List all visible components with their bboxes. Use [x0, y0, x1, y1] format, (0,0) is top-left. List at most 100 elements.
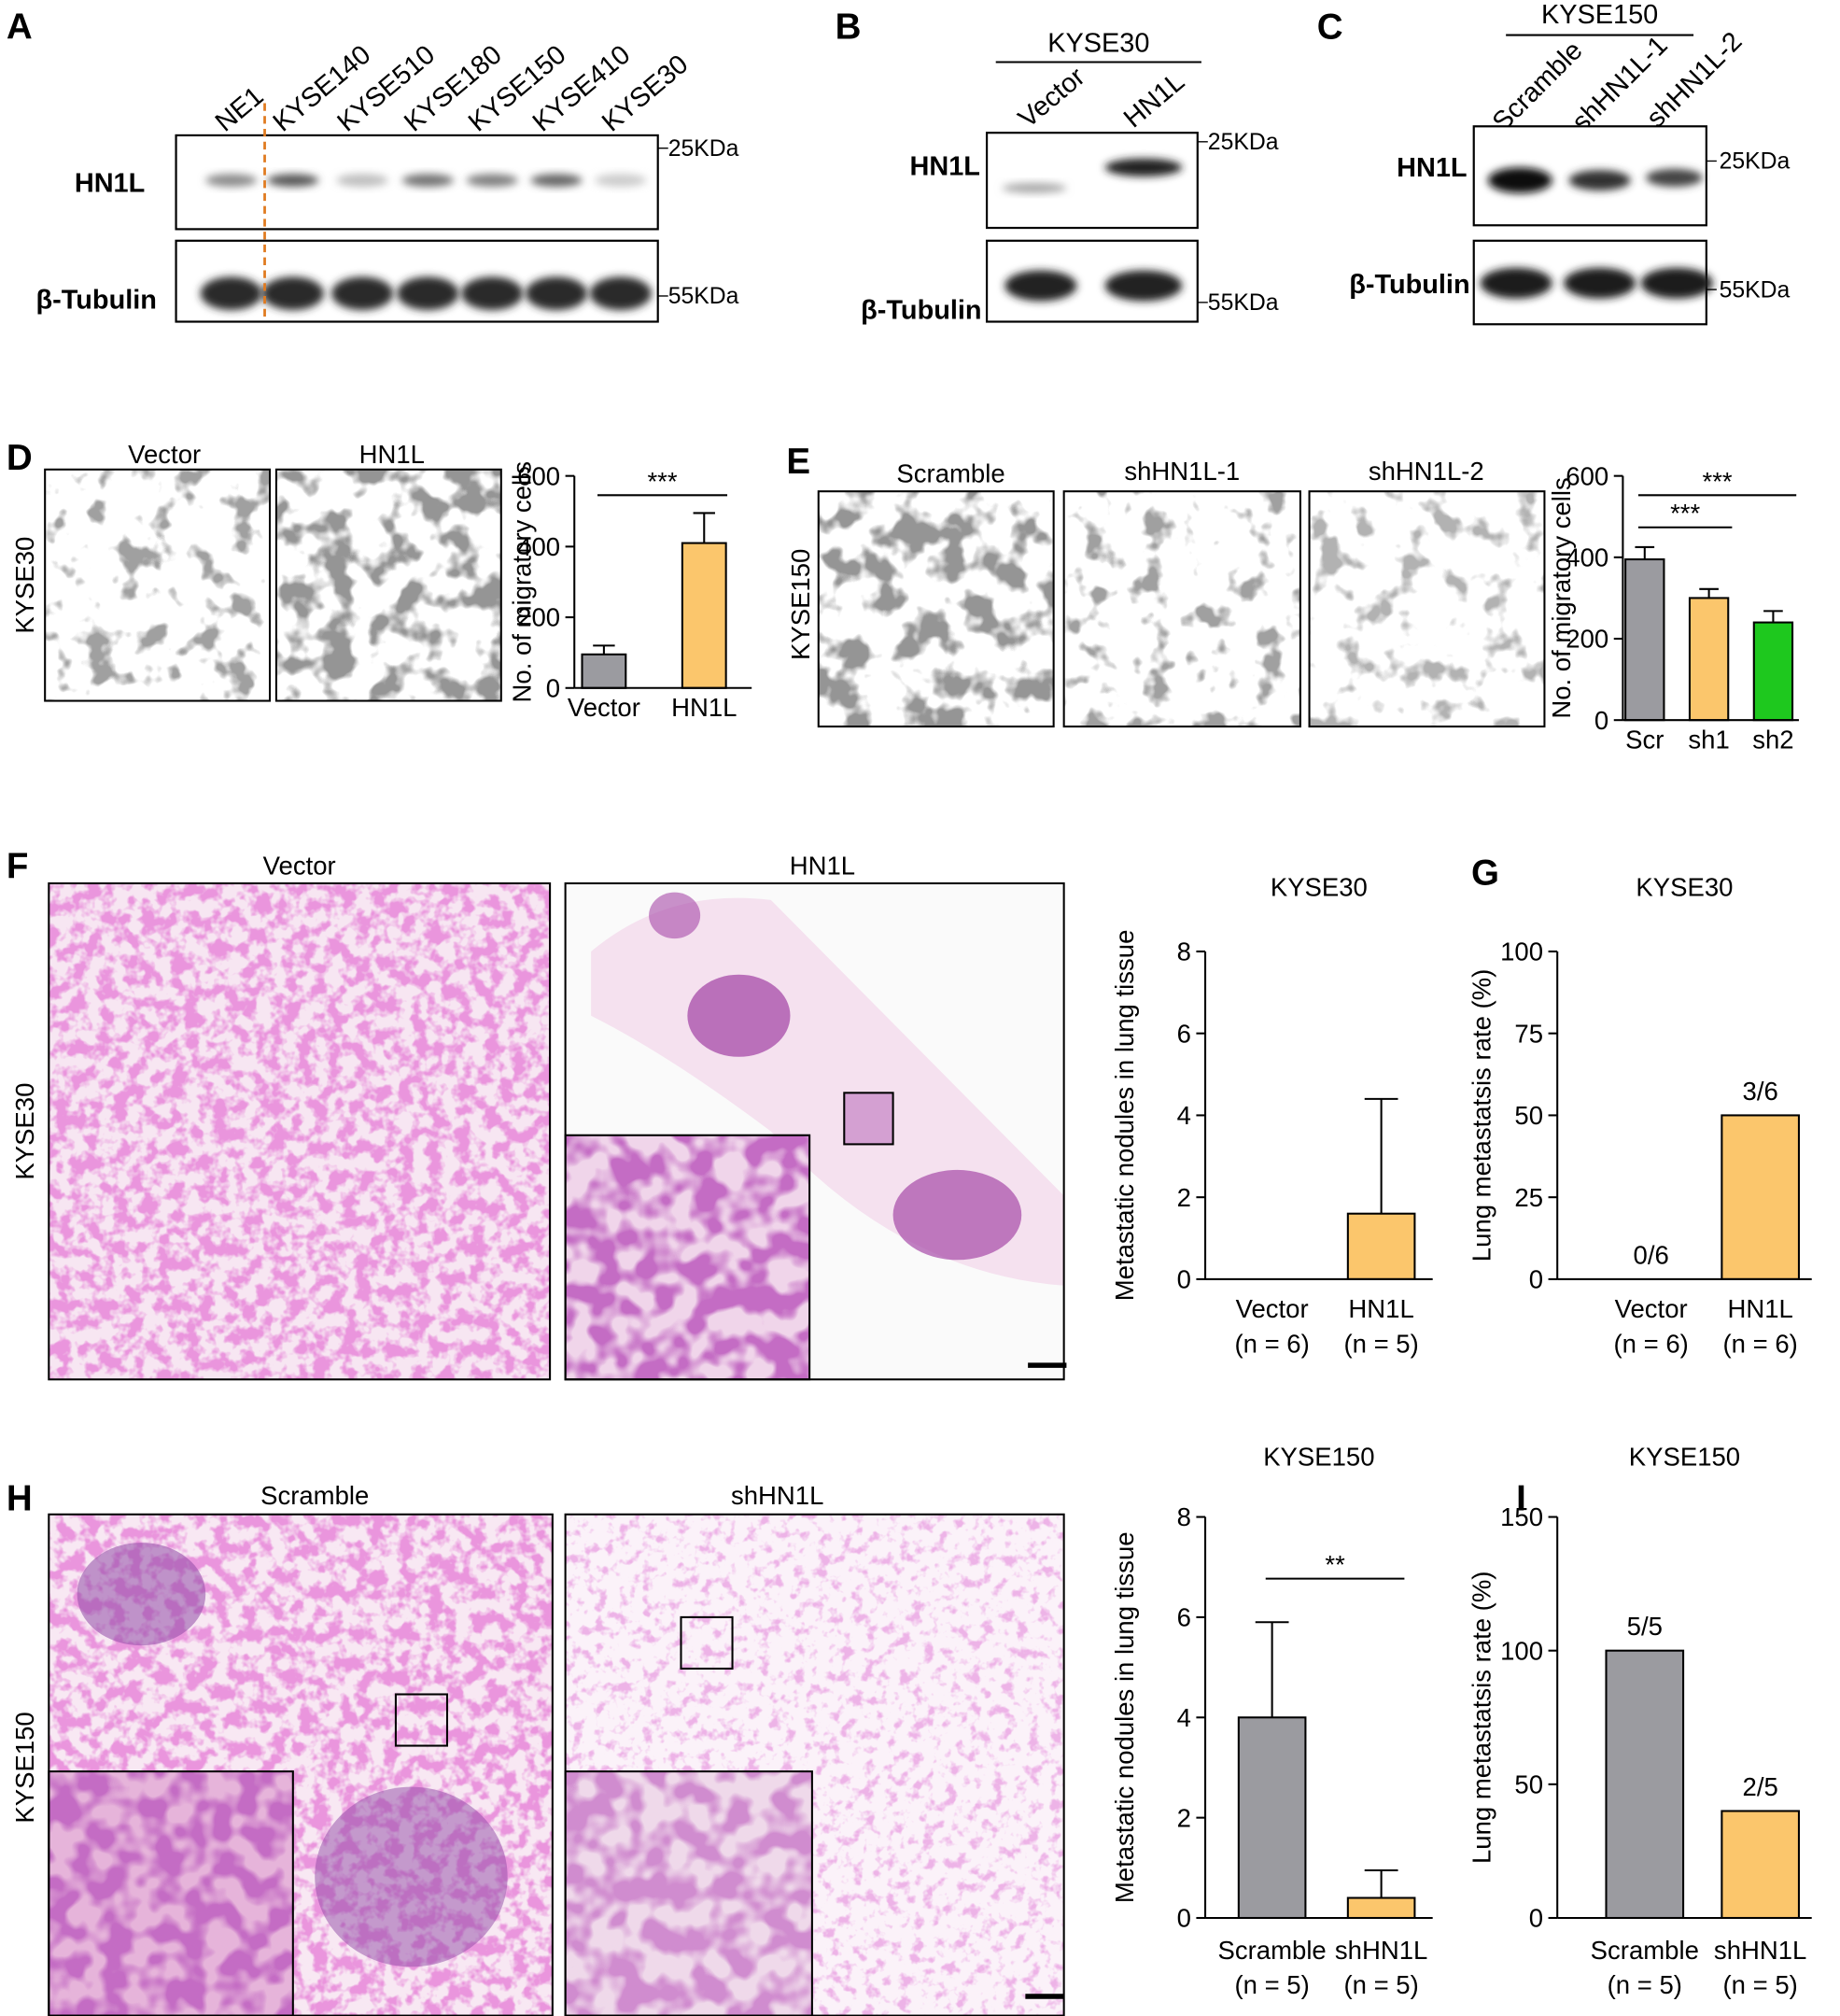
y-tick-label: 8: [1177, 938, 1191, 966]
panel-label: D: [7, 438, 33, 478]
chart-title: KYSE30: [1271, 873, 1368, 902]
bar: [1752, 621, 1794, 722]
band: [525, 276, 588, 311]
band: [267, 174, 319, 187]
marker-label: 25KDa: [1208, 130, 1279, 155]
nodule: [687, 974, 791, 1057]
sample-size: (n = 5): [1608, 1970, 1682, 1999]
sample-size: (n = 6): [1723, 1329, 1798, 1358]
image-label: shHN1L-2: [1369, 457, 1484, 486]
value-label: 3/6: [1743, 1077, 1778, 1106]
zoom-box: [394, 1693, 449, 1747]
bar: [581, 653, 627, 689]
sample-size: (n = 5): [1234, 1970, 1309, 1999]
nodule: [649, 892, 701, 939]
protein-label: β-Tubulin: [861, 296, 981, 326]
image-label: shHN1L: [731, 1481, 823, 1510]
x-tick-label: Vector: [568, 693, 640, 722]
x-tick-label: sh1: [1688, 725, 1729, 754]
significance-label: ***: [1670, 499, 1700, 528]
significance-label: **: [1325, 1550, 1345, 1579]
blot-b: KYSE30 Vector HN1L HN1L β-Tubulin 25KDa …: [861, 28, 1279, 325]
chart-title: KYSE150: [1263, 1442, 1374, 1471]
y-tick-label: 600: [1566, 461, 1608, 490]
band: [1646, 168, 1703, 187]
y-tick-label: 4: [1177, 1101, 1191, 1130]
x-tick-label: shHN1L: [1335, 1936, 1427, 1965]
histology-f: Vector HN1L KYSE30: [10, 851, 1067, 1381]
x-tick-label: shHN1L: [1714, 1936, 1806, 1965]
bar: [1721, 1810, 1800, 1920]
band: [331, 276, 394, 311]
panel-label: I: [1516, 1479, 1526, 1519]
image-label: HN1L: [359, 440, 425, 469]
band: [336, 174, 388, 187]
band: [1002, 182, 1067, 193]
band: [397, 276, 459, 311]
y-axis-label: Metastatic nodules in lung tissue: [1110, 1531, 1139, 1903]
y-tick-label: 6: [1177, 1019, 1191, 1048]
panel-label: G: [1471, 853, 1499, 893]
bar-chart: KYSE150 Metastatic nodules in lung tissue…: [1110, 1442, 1433, 1999]
micrograph-texture: [1309, 491, 1545, 727]
marker-label: 55KDa: [668, 284, 739, 309]
protein-label: β-Tubulin: [36, 286, 157, 316]
band: [589, 276, 652, 311]
micrograph-frame: [564, 881, 1065, 1381]
x-tick-label: Vector: [1236, 1294, 1309, 1323]
panel-label: B: [836, 7, 862, 48]
bar: [681, 542, 727, 689]
x-tick-label: HN1L: [1727, 1294, 1792, 1323]
marker-label: 55KDa: [1208, 290, 1279, 316]
panel-label: A: [7, 7, 33, 48]
y-tick-label: 50: [1514, 1769, 1543, 1798]
row-label: KYSE150: [786, 549, 815, 660]
bar-chart: KYSE30 Metastatic nodules in lung tissue 0…: [1110, 873, 1433, 1358]
x-tick-label: Vector: [1615, 1294, 1688, 1323]
lane-label: Vector: [1013, 62, 1091, 134]
migration-d: Vector HN1L KYSE30: [10, 440, 502, 702]
protein-label: HN1L: [1397, 153, 1467, 183]
blot-box: [985, 132, 1199, 230]
y-tick-label: 0: [546, 673, 560, 702]
micrograph-frame: [817, 490, 1055, 728]
y-axis-label: Lung metastatsis rate (%): [1468, 1572, 1496, 1865]
bar: [1605, 1649, 1685, 1920]
x-tick-label: Scramble: [1218, 1936, 1327, 1965]
panel-label: E: [786, 442, 810, 482]
y-tick-label: 2: [1177, 1183, 1191, 1212]
nodule: [892, 1169, 1022, 1261]
band: [261, 276, 324, 311]
y-tick-label: 100: [1500, 938, 1543, 966]
micrograph-frame: [48, 881, 552, 1381]
sample-size: (n = 5): [1343, 1329, 1418, 1358]
value-label: 2/5: [1743, 1772, 1778, 1801]
marker-label: 25KDa: [1720, 149, 1791, 175]
bar-chart: No. of migratory cells 0 200 400 600 Scr sh1 sh…: [1547, 461, 1799, 754]
micrograph-texture: [275, 469, 501, 701]
bar: [1624, 557, 1665, 722]
band: [461, 276, 524, 311]
band: [1640, 267, 1713, 299]
band: [1104, 270, 1183, 302]
band: [1568, 170, 1631, 191]
y-tick-label: 0: [1529, 1904, 1543, 1933]
protein-label: HN1L: [909, 152, 979, 182]
band: [595, 174, 647, 187]
y-axis-label: No. of migratory cells: [507, 461, 536, 702]
band: [1004, 270, 1077, 302]
sample-size: (n = 6): [1234, 1329, 1309, 1358]
chart-title: KYSE150: [1629, 1442, 1740, 1471]
micrograph-texture: [49, 882, 551, 1380]
protein-label: HN1L: [75, 168, 145, 198]
panel-label: F: [7, 846, 29, 886]
row-label: KYSE30: [10, 1083, 39, 1180]
panel-label: C: [1317, 7, 1343, 48]
row-label: KYSE150: [10, 1712, 39, 1823]
y-tick-label: 200: [517, 603, 560, 632]
micrograph-frame: [1308, 490, 1546, 728]
micrograph-frame: [274, 468, 502, 702]
zoom-box: [843, 1092, 894, 1146]
inset-texture: [565, 1771, 812, 2016]
bar-chart: KYSE150 Lung metastatsis rate (%) 0 50 100 15…: [1468, 1442, 1812, 1999]
